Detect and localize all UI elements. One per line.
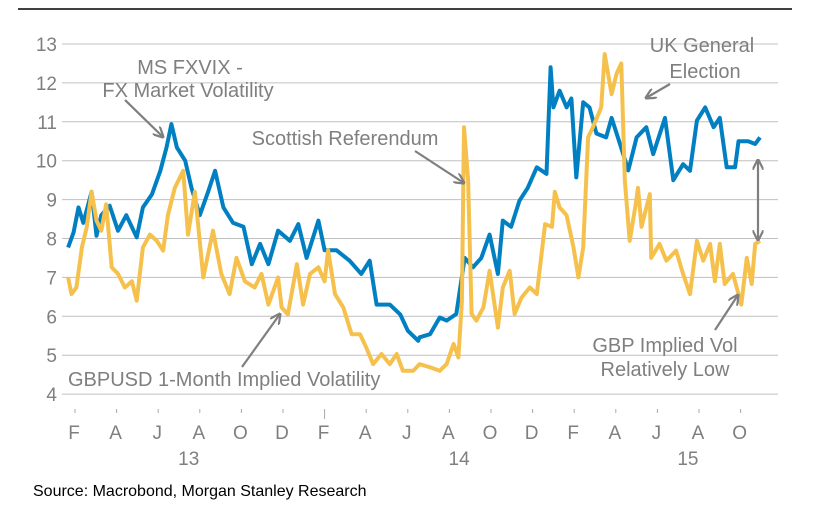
y-tick-label: 13 — [36, 35, 57, 56]
x-tick-label: D — [525, 423, 539, 444]
series-line-ms-fxvix — [66, 65, 762, 343]
series-line-gbpusd — [66, 52, 762, 373]
y-tick-label: 12 — [36, 74, 57, 95]
x-tick-label: A — [109, 423, 122, 444]
y-tick-label: 11 — [37, 113, 57, 134]
y-tick-label: 8 — [46, 230, 57, 251]
x-tick-label: J — [652, 423, 662, 444]
y-tick-label: 10 — [36, 152, 57, 173]
x-tick-label: A — [692, 423, 705, 444]
arrow-fxvix — [124, 99, 163, 137]
annotation-uk-election-line1: UK General — [650, 35, 755, 57]
x-tick-label: O — [233, 423, 248, 444]
x-tick-label: F — [318, 423, 330, 444]
x-year-label: 14 — [449, 449, 471, 470]
annotation-scottish-referendum: Scottish Referendum — [252, 128, 439, 150]
y-tick-label: 9 — [46, 191, 57, 212]
x-year-label: 15 — [677, 449, 698, 470]
x-tick-label: A — [359, 423, 372, 444]
annotation-gbp-low-line2: Relatively Low — [601, 359, 731, 381]
source-note: Source: Macrobond, Morgan Stanley Resear… — [33, 483, 367, 500]
y-tick-label: 7 — [46, 268, 57, 289]
x-tick-label: O — [732, 423, 747, 444]
annotation-uk-election-line2: Election — [669, 61, 740, 83]
arrow-scottish — [414, 150, 464, 183]
x-tick-label: F — [567, 423, 579, 444]
annotation-gbpusd: GBPUSD 1-Month Implied Volatility — [68, 369, 380, 391]
y-tick-label: 6 — [46, 307, 57, 328]
arrow-uk-election — [646, 83, 671, 98]
x-tick-label: A — [608, 423, 621, 444]
arrow-gbpusd — [241, 314, 280, 368]
x-tick-label: A — [192, 423, 205, 444]
y-tick-label: 5 — [46, 346, 57, 367]
y-tick-label: 4 — [46, 385, 57, 406]
x-tick-label: J — [152, 423, 162, 444]
arrow-gbp-low — [714, 295, 738, 331]
annotation-fxvix-line2: FX Market Volatility — [102, 80, 273, 102]
annotation-fxvix-line1: MS FXVIX - — [137, 57, 243, 79]
x-tick-label: O — [483, 423, 498, 444]
x-tick-label: F — [68, 423, 80, 444]
x-tick-label: J — [402, 423, 412, 444]
annotation-gbp-low-line1: GBP Implied Vol — [592, 335, 737, 357]
x-tick-label: D — [275, 423, 289, 444]
x-year-label: 13 — [178, 449, 199, 470]
x-tick-label: A — [442, 423, 455, 444]
